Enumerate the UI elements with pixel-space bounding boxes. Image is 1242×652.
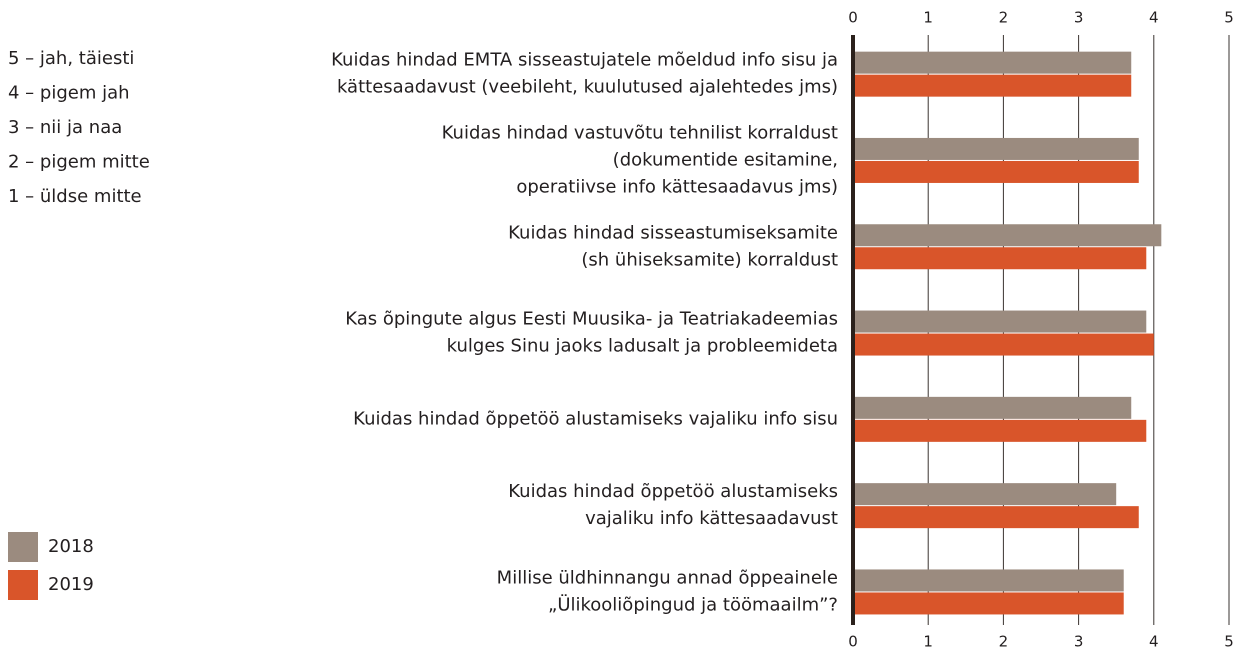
scale-label: 4 – pigem jah <box>8 83 130 104</box>
scale-label: 2 – pigem mitte <box>8 152 150 173</box>
bar <box>855 160 1139 183</box>
bar <box>855 224 1162 247</box>
category-label: Kuidas hindad õppetöö alustamiseks vajal… <box>353 408 838 429</box>
category-label: (sh ühiseksamite) korraldust <box>581 249 838 270</box>
bar <box>855 310 1147 333</box>
x-tick-label: 3 <box>1074 633 1084 651</box>
x-tick-label: 5 <box>1224 633 1234 651</box>
bar <box>855 569 1124 592</box>
legend-label: 2018 <box>48 536 94 557</box>
legend-swatch <box>8 532 38 562</box>
legend-label: 2019 <box>48 574 94 595</box>
bar <box>855 419 1147 442</box>
x-tick-label: 0 <box>848 633 858 651</box>
category-label: kättesaadavust (veebileht, kuulutused aj… <box>337 77 838 98</box>
x-tick-label: 1 <box>923 633 933 651</box>
x-tick-label: 1 <box>923 9 933 27</box>
category-label: vajaliku info kättesaadavust <box>585 508 838 529</box>
bar <box>855 247 1147 270</box>
category-label: Kuidas hindad õppetöö alustamiseks <box>508 481 838 502</box>
category-label: kulges Sinu jaoks ladusalt ja probleemid… <box>447 336 838 357</box>
category-label: Kuidas hindad EMTA sisseastujatele mõeld… <box>331 50 838 71</box>
bar <box>855 483 1117 506</box>
category-label: „Ülikooliõpingud ja töömaailm”? <box>548 593 838 615</box>
category-label: operatiivse info kättesaadavus jms) <box>516 176 838 197</box>
bar <box>855 137 1139 160</box>
category-label: (dokumentide esitamine, <box>613 149 838 170</box>
scale-label: 5 – jah, täiesti <box>8 48 134 69</box>
x-tick-label: 4 <box>1149 633 1159 651</box>
x-tick-label: 3 <box>1074 9 1084 27</box>
x-tick-label: 2 <box>999 9 1009 27</box>
bar <box>855 74 1132 97</box>
bar <box>855 592 1124 615</box>
category-label: Kuidas hindad vastuvõtu tehnilist korral… <box>442 122 838 143</box>
legend-swatch <box>8 570 38 600</box>
category-label: Kas õpingute algus Eesti Muusika- ja Tea… <box>345 309 838 330</box>
x-tick-label: 0 <box>848 9 858 27</box>
bar <box>855 396 1132 419</box>
bar <box>855 506 1139 529</box>
category-label: Kuidas hindad sisseastumiseksamite <box>508 222 838 243</box>
x-tick-label: 4 <box>1149 9 1159 27</box>
x-tick-label: 2 <box>999 633 1009 651</box>
bar <box>855 51 1132 74</box>
bar <box>855 333 1154 356</box>
x-tick-label: 5 <box>1224 9 1234 27</box>
scale-label: 1 – üldse mitte <box>8 186 142 207</box>
scale-label: 3 – nii ja naa <box>8 117 122 138</box>
category-label: Millise üldhinnangu annad õppeainele <box>497 567 838 588</box>
